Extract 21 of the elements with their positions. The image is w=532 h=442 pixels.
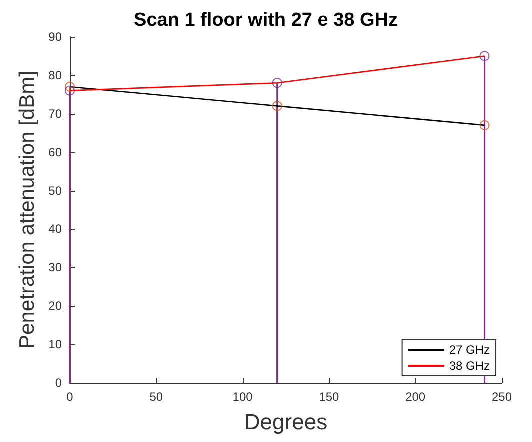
legend-label: 38 GHz [449, 359, 490, 373]
y-tick-label: 90 [48, 30, 62, 44]
x-tick-label: 100 [232, 390, 254, 404]
x-tick-label: 150 [319, 390, 340, 404]
y-tick-label: 40 [48, 222, 62, 236]
chart-title: Scan 1 floor with 27 e 38 GHz [134, 10, 398, 31]
x-tick-label: 200 [406, 390, 426, 404]
x-tick-label: 0 [66, 390, 74, 404]
x-tick-label: 250 [492, 390, 512, 404]
legend-label: 27 GHz [449, 343, 490, 357]
y-tick-label: 70 [48, 106, 62, 121]
y-tick-label: 60 [48, 145, 62, 160]
y-tick-label: 20 [48, 299, 62, 314]
y-tick-label: 0 [55, 376, 62, 390]
y-tick-label: 80 [48, 68, 62, 82]
y-axis-title: Penetration attenuation [dBm] [16, 71, 39, 349]
y-tick-label: 10 [48, 338, 62, 352]
y-tick-label: 30 [48, 260, 62, 275]
y-tick-label: 50 [48, 184, 62, 198]
x-axis-title: Degrees [244, 410, 328, 434]
x-tick-label: 50 [150, 390, 164, 404]
